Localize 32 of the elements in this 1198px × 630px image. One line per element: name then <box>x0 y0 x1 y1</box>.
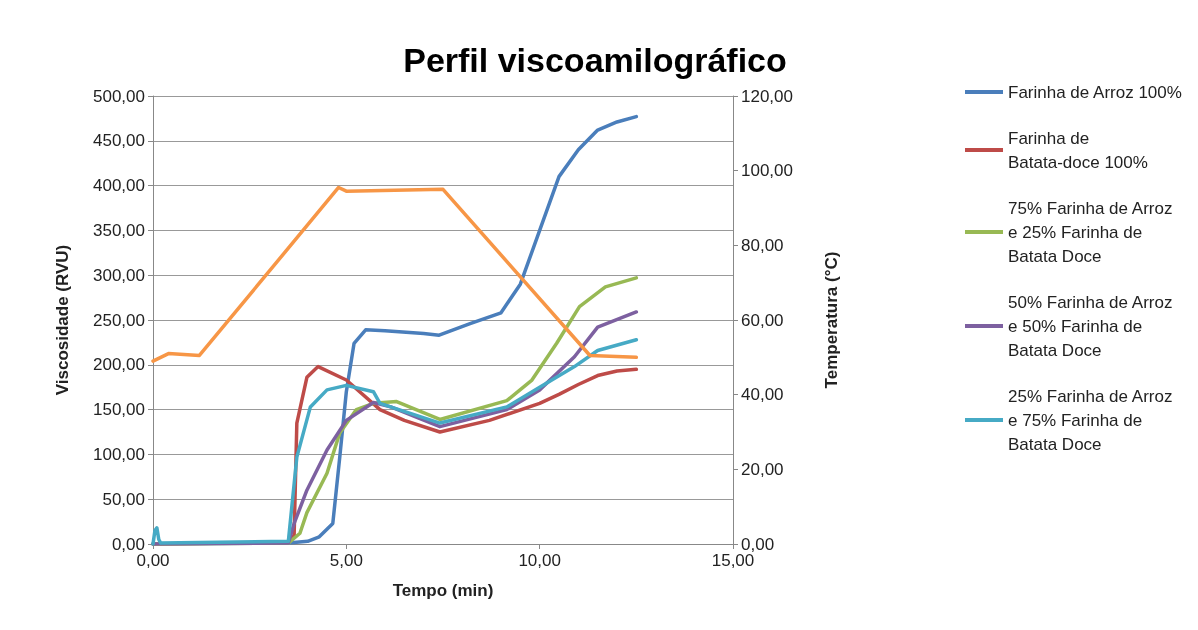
y-tick-label: 250,00 <box>93 310 145 330</box>
y2-tick-label: 60,00 <box>741 310 784 330</box>
y2-tick-label: 120,00 <box>741 86 793 106</box>
y-axis-title: Viscosidade (RVU) <box>53 244 72 396</box>
y-tick-label: 450,00 <box>93 131 145 151</box>
x-tick-label: 10,00 <box>518 551 561 570</box>
y2-tick-label: 80,00 <box>741 235 784 255</box>
chart-title: Perfil viscoamilográfico <box>403 41 787 79</box>
x-tick-label: 5,00 <box>329 551 363 570</box>
legend-label: Farinha de Batata-doce 100% <box>1008 128 1148 172</box>
y-tick-label: 200,00 <box>93 355 145 375</box>
y-tick-label: 500,00 <box>93 86 145 106</box>
y2-tick-label: 0,00 <box>741 534 775 554</box>
y-tick-label: 0,00 <box>111 534 145 554</box>
y2-tick-label: 100,00 <box>741 161 793 181</box>
legend-label: 25% Farinha de Arroz e 75% Farinha de Batata Doce <box>1008 386 1178 454</box>
y2-tick-label: 20,00 <box>741 459 784 479</box>
y-tick-label: 350,00 <box>93 220 145 240</box>
y-tick-label: 150,00 <box>93 400 145 420</box>
x-tick-label: 15,00 <box>711 551 755 570</box>
y-tick-label: 100,00 <box>93 444 145 464</box>
x-axis-title: Tempo (min) <box>392 581 494 600</box>
y2-tick-label: 40,00 <box>741 385 784 405</box>
y-tick-label: 50,00 <box>102 489 145 509</box>
legend-label: 75% Farinha de Arroz e 25% Farinha de Batata Doce <box>1008 198 1178 266</box>
y2-axis-title: Temperatura (°C) <box>822 251 841 389</box>
y-tick-label: 400,00 <box>93 176 145 196</box>
legend-label: 50% Farinha de Arroz e 50% Farinha de Batata Doce <box>1008 292 1178 360</box>
x-tick-label: 0,00 <box>136 551 170 570</box>
line-series <box>151 185 639 363</box>
legend-label: Farinha de Arroz 100% <box>1008 82 1182 102</box>
y-tick-label: 300,00 <box>93 265 145 285</box>
